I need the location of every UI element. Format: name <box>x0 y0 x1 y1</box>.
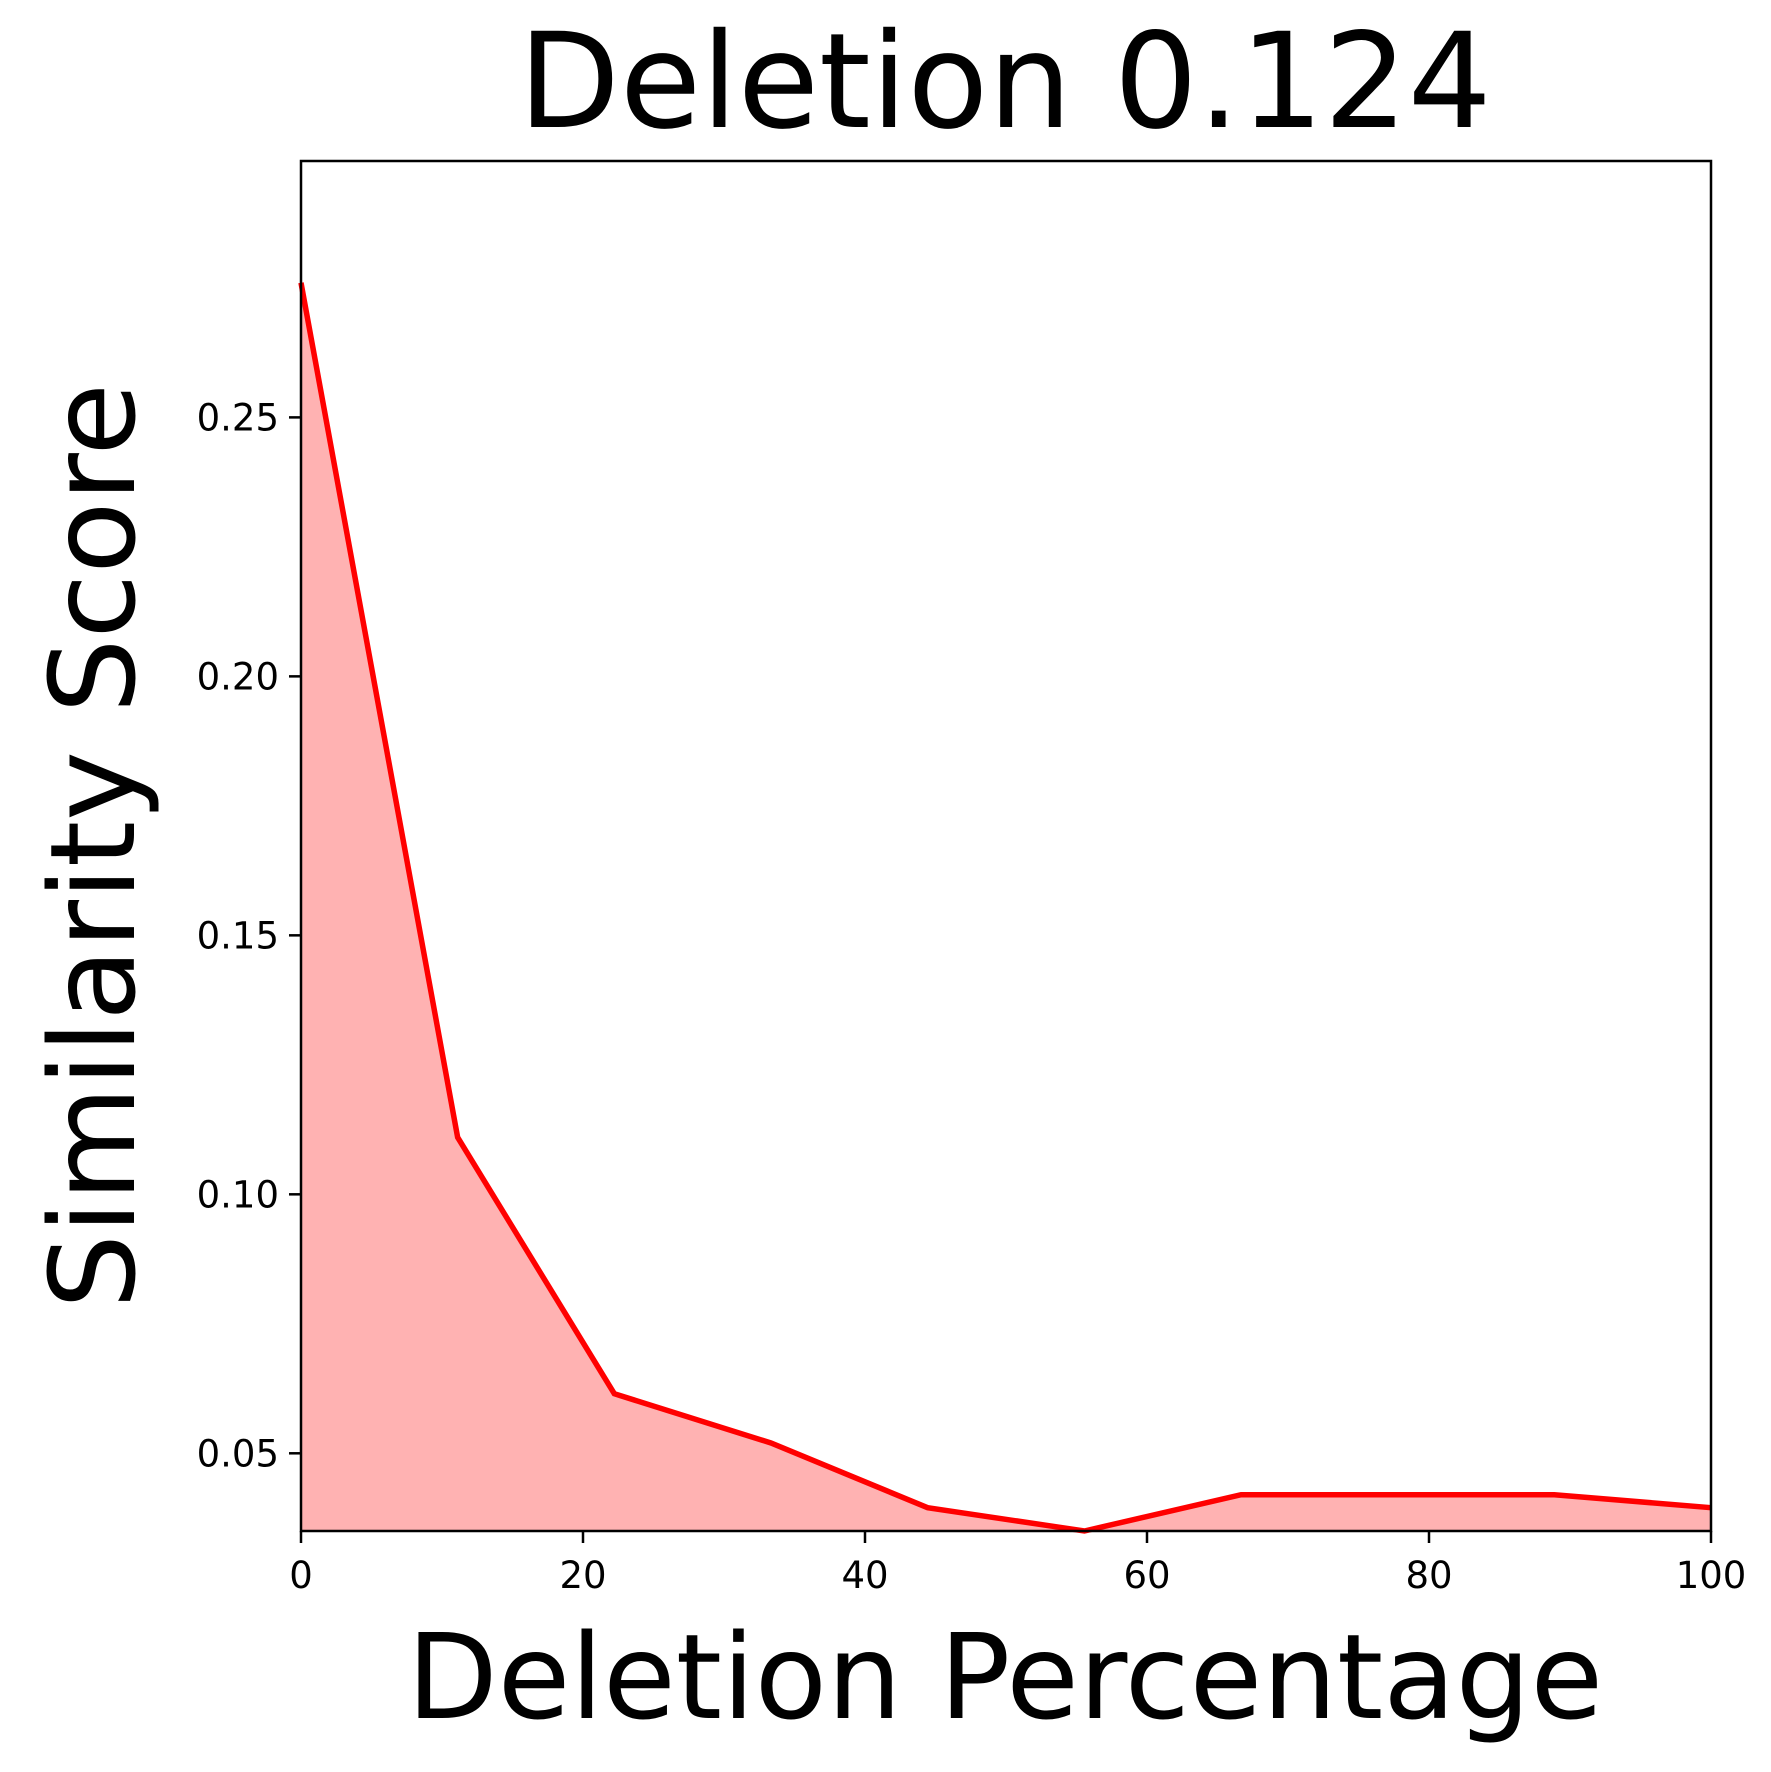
y-tick-label: 0.05 <box>197 1432 279 1475</box>
y-axis: 0.05 0.10 0.15 0.20 0.25 <box>197 396 301 1475</box>
y-tick-label: 0.10 <box>197 1173 279 1216</box>
x-tick-label: 100 <box>1676 1554 1747 1597</box>
y-tick-label: 0.15 <box>197 914 279 957</box>
y-axis-label: Similarity Score <box>24 383 162 1309</box>
y-tick-label: 0.25 <box>197 396 279 439</box>
x-tick-label: 80 <box>1405 1554 1452 1597</box>
plot-frame <box>299 159 1713 1533</box>
series-0-line <box>298 282 1712 1534</box>
x-tick-label: 60 <box>1123 1554 1170 1597</box>
x-tick-label: 0 <box>289 1554 313 1597</box>
plot-area <box>298 282 1712 1534</box>
x-axis-label: Deletion Percentage <box>407 1608 1603 1746</box>
chart-title: Deletion 0.124 <box>518 5 1491 159</box>
y-tick-label: 0.20 <box>197 655 279 698</box>
x-tick-label: 40 <box>841 1554 888 1597</box>
x-tick-label: 20 <box>559 1554 606 1597</box>
series-0-area <box>301 282 1711 1532</box>
x-axis: 0 20 40 60 80 100 <box>289 1531 1746 1597</box>
